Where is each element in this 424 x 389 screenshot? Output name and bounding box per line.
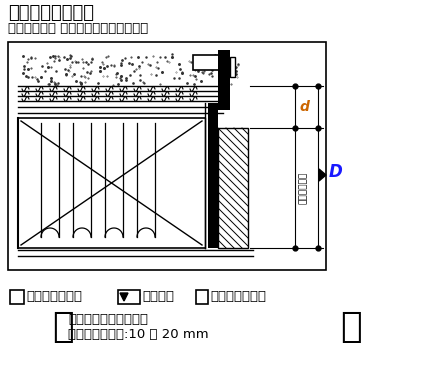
Bar xyxy=(193,55,223,70)
Text: 壁厚残り寸法＝: 壁厚残り寸法＝ xyxy=(26,291,82,303)
Text: サッシ柱掛かり: サッシ柱掛かり xyxy=(210,291,266,303)
Text: （: （ xyxy=(52,310,74,344)
Text: d: d xyxy=(300,100,310,114)
Bar xyxy=(196,290,208,304)
Text: 壁面よりの窓枠出寸法: 壁面よりの窓枠出寸法 xyxy=(68,313,148,326)
Text: d: d xyxy=(197,291,207,303)
Text: 窓枠幅の決定方法: 窓枠幅の決定方法 xyxy=(8,4,94,22)
Bar xyxy=(8,42,326,270)
Polygon shape xyxy=(120,293,128,301)
Text: ）: ） xyxy=(340,310,362,344)
Text: D: D xyxy=(329,163,343,181)
Text: 幅木ファミリー:10 ～ 20 mm: 幅木ファミリー:10 ～ 20 mm xyxy=(68,328,209,341)
Text: 壁厚残り寸法: 壁厚残り寸法 xyxy=(298,172,307,204)
Bar xyxy=(118,290,140,304)
Bar xyxy=(10,290,24,304)
Bar xyxy=(208,103,218,248)
Text: D: D xyxy=(130,291,141,303)
Text: 外壁厚－: 外壁厚－ xyxy=(142,291,174,303)
Bar xyxy=(208,103,218,248)
Bar xyxy=(230,57,235,77)
Bar xyxy=(218,50,230,110)
Text: （デュオ他用 ノンケーシングタイプ）: （デュオ他用 ノンケーシングタイプ） xyxy=(8,22,148,35)
Bar xyxy=(218,128,248,248)
Polygon shape xyxy=(319,169,326,181)
Text: D: D xyxy=(11,291,22,303)
